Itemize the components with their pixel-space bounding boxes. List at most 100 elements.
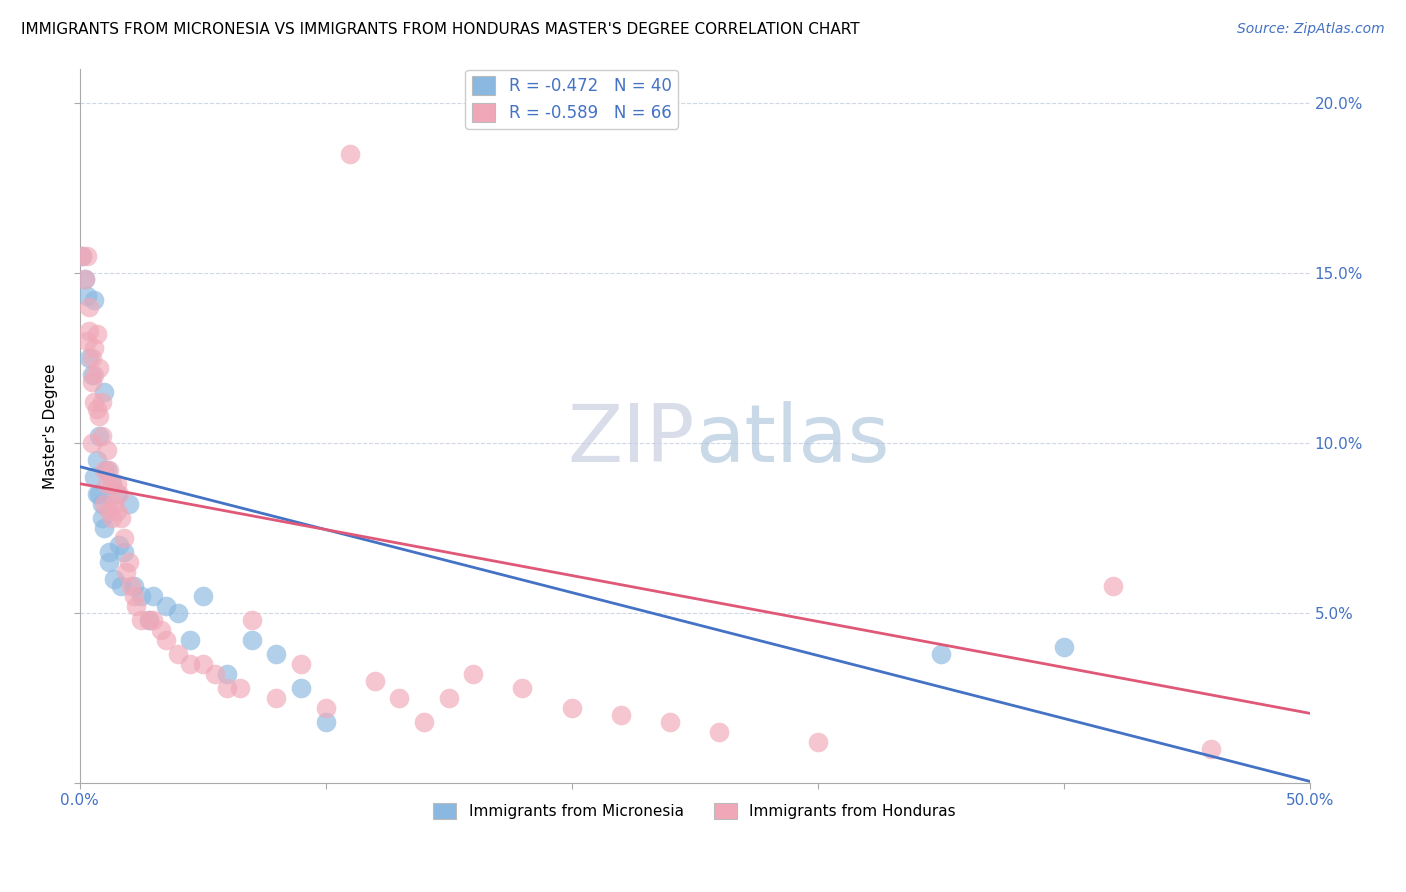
Point [89,409,111,423]
Point [90,429,112,443]
Text: ZIP: ZIP [567,401,695,479]
Point [98,504,121,518]
Point [129,613,152,627]
Point [142,613,165,627]
Point [90,497,112,511]
Point [364,673,387,688]
Point [103,572,125,586]
Point [807,735,830,749]
Point [89,487,111,501]
Point [122,589,145,603]
Point [122,579,145,593]
Point [463,667,485,681]
Point [155,633,177,648]
Point [125,599,148,613]
Point [217,667,239,681]
Point [659,714,682,729]
Point [90,395,112,409]
Point [76,289,98,303]
Point [138,613,160,627]
Point [179,633,201,648]
Point [105,476,128,491]
Point [149,623,172,637]
Point [266,690,288,705]
Point [108,487,131,501]
Point [512,681,534,695]
Point [103,497,125,511]
Point [86,487,108,501]
Point [290,657,312,671]
Text: atlas: atlas [695,401,889,479]
Point [290,681,312,695]
Point [98,544,121,558]
Point [315,701,337,715]
Point [93,384,115,399]
Point [105,487,128,501]
Point [191,657,214,671]
Point [96,463,118,477]
Point [167,606,190,620]
Point [118,555,141,569]
Point [413,714,436,729]
Point [83,395,105,409]
Point [90,510,112,524]
Point [240,613,263,627]
Point [80,368,103,382]
Point [204,667,226,681]
Point [115,565,138,579]
Point [610,708,633,723]
Point [437,690,460,705]
Point [100,476,122,491]
Point [79,300,101,314]
Point [93,521,115,535]
Point [83,293,105,307]
Point [98,463,121,477]
Point [76,249,98,263]
Text: IMMIGRANTS FROM MICRONESIA VS IMMIGRANTS FROM HONDURAS MASTER'S DEGREE CORRELATI: IMMIGRANTS FROM MICRONESIA VS IMMIGRANTS… [21,22,859,37]
Point [129,589,152,603]
Point [86,326,108,341]
Point [110,579,132,593]
Point [138,613,160,627]
Point [112,531,135,545]
Point [155,599,177,613]
Point [98,555,121,569]
Point [83,341,105,355]
Point [80,435,103,450]
Point [96,442,118,457]
Point [339,146,361,161]
Point [96,476,118,491]
Point [179,657,201,671]
Point [388,690,411,705]
Point [929,647,952,661]
Point [120,579,142,593]
Point [266,647,288,661]
Point [89,360,111,375]
Point [240,633,263,648]
Point [108,538,131,552]
Legend: Immigrants from Micronesia, Immigrants from Honduras: Immigrants from Micronesia, Immigrants f… [427,797,962,825]
Point [76,334,98,348]
Point [100,510,122,524]
Point [73,272,96,286]
Point [79,324,101,338]
Point [100,476,122,491]
Point [561,701,583,715]
Point [93,463,115,477]
Point [80,351,103,365]
Point [110,510,132,524]
Point [86,401,108,416]
Point [112,544,135,558]
Point [191,589,214,603]
Point [93,497,115,511]
Point [167,647,190,661]
Point [315,714,337,729]
Point [709,725,731,739]
Point [118,497,141,511]
Point [83,368,105,382]
Point [73,272,96,286]
Point [1101,579,1123,593]
Point [105,504,128,518]
Point [89,429,111,443]
Point [1199,742,1222,756]
